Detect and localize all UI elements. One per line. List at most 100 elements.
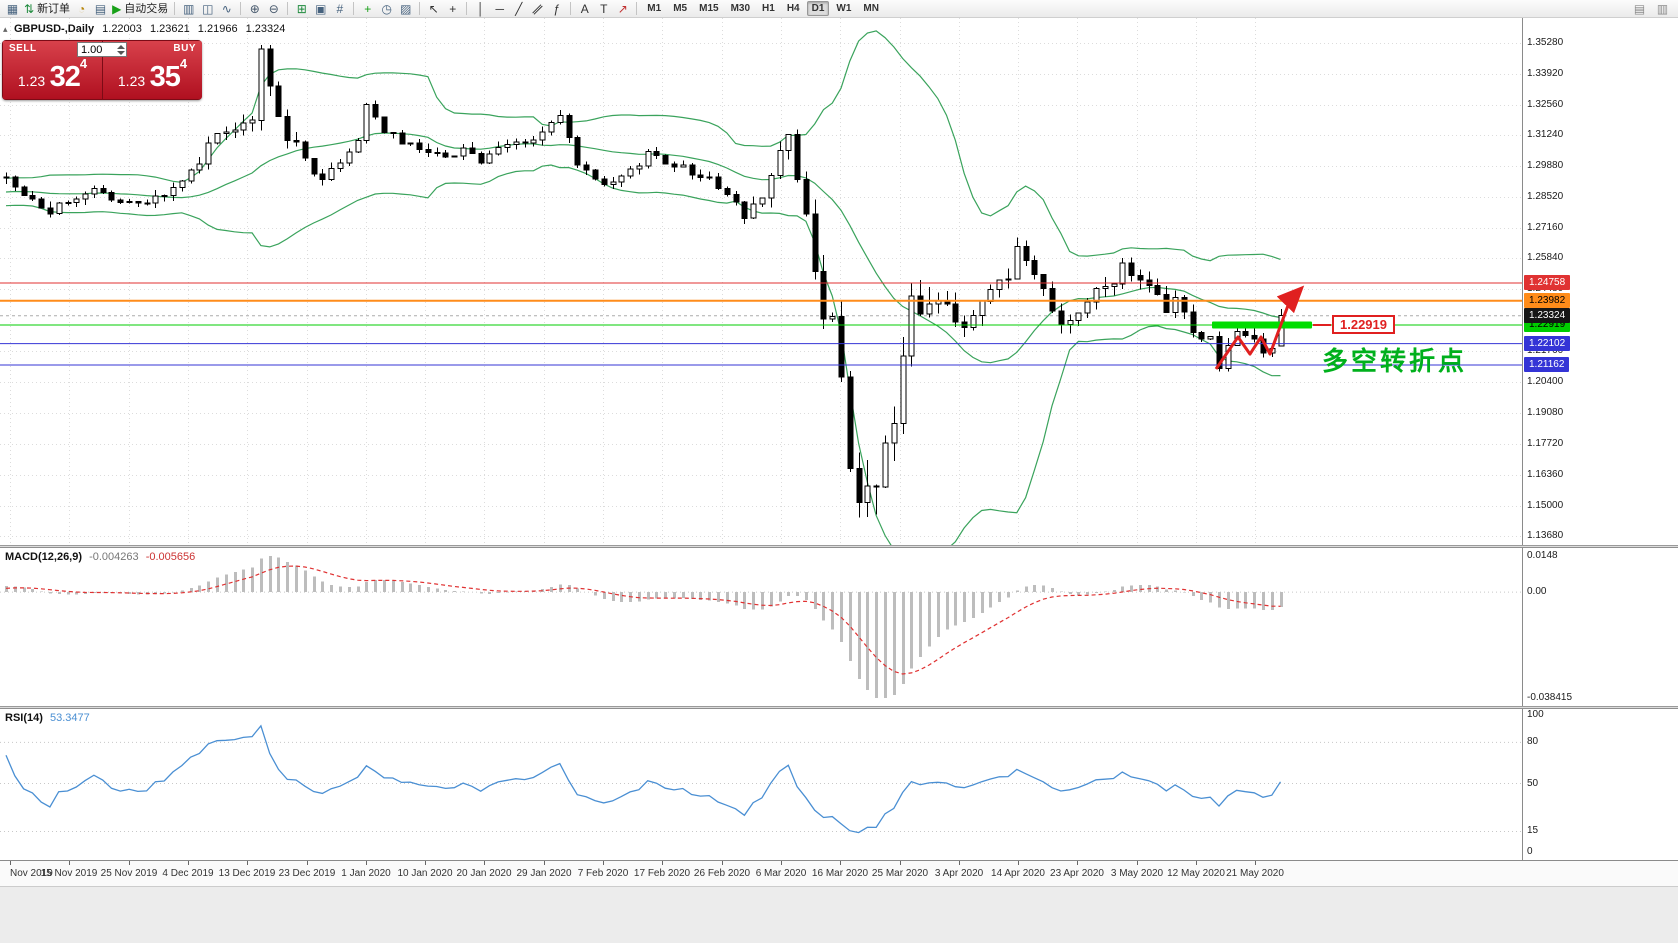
date-tick	[366, 861, 367, 865]
timeframe-button-M1[interactable]: M1	[647, 3, 662, 14]
date-tick	[840, 861, 841, 865]
date-label: 4 Dec 2019	[162, 868, 214, 879]
date-label: 7 Feb 2020	[577, 868, 629, 879]
highlight-bar[interactable]	[1212, 321, 1312, 329]
alerts-icon[interactable]: ◔	[72, 1, 91, 17]
fibonacci-icon[interactable]: ƒ	[547, 1, 566, 17]
autotrading-button[interactable]: ▶ 自动交易	[110, 1, 170, 17]
date-label: 12 May 2020	[1167, 868, 1225, 879]
vertical-line-icon: │	[477, 1, 485, 16]
toolbar-extra-1-icon[interactable]: ▤	[1630, 1, 1649, 17]
level-annotation-label[interactable]: 1.22919	[1332, 314, 1395, 334]
toolbar-separator	[570, 2, 572, 15]
tile-windows-icon[interactable]: ⊞	[292, 1, 311, 17]
volume-up-icon	[117, 44, 125, 49]
level-lines-layer[interactable]	[0, 282, 1522, 366]
price-grid-label: 1.29880	[1527, 160, 1564, 171]
date-label: 10 Jan 2020	[397, 868, 453, 879]
macd-label-row: MACD(12,26,9) -0.004263 -0.005656	[5, 551, 199, 563]
trend-arrow[interactable]	[1214, 285, 1305, 370]
text-label-icon[interactable]: T	[594, 1, 613, 17]
rsi-axis-label: 100	[1527, 709, 1544, 720]
date-tick	[1018, 861, 1019, 865]
auto-arrange-icon: ▣	[315, 1, 327, 16]
toolbar-separator	[174, 2, 176, 15]
timeframe-button-M15[interactable]: M15	[699, 3, 719, 14]
rsi-value: 53.3477	[49, 712, 90, 724]
volume-stepper[interactable]	[117, 44, 125, 56]
vertical-line-icon[interactable]: │	[471, 1, 490, 17]
timeframe-button-D1[interactable]: D1	[806, 1, 830, 16]
bollinger-upper-line	[5, 30, 1281, 262]
chart-window-icon[interactable]: ▦	[3, 1, 22, 17]
timeframe-button-MN[interactable]: MN	[863, 3, 879, 14]
text-label-icon: T	[600, 1, 608, 16]
indicators-icon[interactable]: +	[358, 1, 377, 17]
channel-icon: ∥	[530, 1, 545, 16]
zoom-in-icon: ⊕	[249, 1, 260, 16]
one-click-toggle-icon[interactable]: ▴	[3, 24, 8, 34]
buy-price: 1.23 354	[117, 56, 188, 93]
grid-layer	[0, 18, 1522, 545]
candlestick-chart-icon: ◫	[202, 1, 214, 16]
volume-input[interactable]	[78, 43, 114, 56]
price-level-box: 1.23982	[1524, 293, 1571, 308]
rsi-label: RSI(14)	[5, 712, 43, 724]
timeframe-button-H1[interactable]: H1	[762, 3, 775, 14]
ohlc-open: 1.22003	[102, 23, 142, 35]
turning-point-annotation[interactable]: 多空转折点	[1322, 345, 1468, 376]
templates-icon[interactable]: ▨	[396, 1, 415, 17]
line-chart-icon[interactable]: ∿	[217, 1, 236, 17]
grid-icon[interactable]: #	[330, 1, 349, 17]
date-tick	[307, 861, 308, 865]
market-watch-icon[interactable]: ▤	[91, 1, 110, 17]
arrows-icon[interactable]: ↗	[613, 1, 632, 17]
line-chart-icon: ∿	[221, 1, 232, 16]
bar-chart-icon: ▥	[183, 1, 195, 16]
sell-label: SELL	[9, 43, 37, 54]
panel-splitter[interactable]	[0, 545, 1678, 548]
cursor-icon[interactable]: ↖	[424, 1, 443, 17]
volume-down-icon	[117, 50, 125, 55]
macd-main-value: -0.004263	[89, 551, 139, 563]
toolbar-separator	[287, 2, 289, 15]
timeframe-button-M5[interactable]: M5	[673, 3, 688, 14]
auto-arrange-icon[interactable]: ▣	[311, 1, 330, 17]
new-order-button[interactable]: ⇅ 新订单	[22, 1, 72, 17]
new-order-icon: ⇅	[24, 1, 35, 16]
ohlc-low: 1.21966	[197, 23, 238, 35]
candlestick-chart-icon[interactable]: ◫	[198, 1, 217, 17]
periods-icon[interactable]: ◷	[377, 1, 396, 17]
date-tick	[484, 861, 485, 865]
date-label: 14 Apr 2020	[991, 868, 1045, 879]
rsi-axis-label: 50	[1527, 777, 1539, 789]
date-tick	[900, 861, 901, 865]
panel-splitter[interactable]	[0, 706, 1678, 709]
timeframe-button-H4[interactable]: H4	[786, 3, 800, 14]
main-chart-canvas[interactable]	[0, 18, 1522, 545]
timeframe-button-M30[interactable]: M30	[730, 3, 751, 14]
cursor-icon: ↖	[428, 1, 439, 16]
price-level-box: 1.24758	[1524, 275, 1571, 290]
bar-chart-icon[interactable]: ▥	[179, 1, 198, 17]
text-icon[interactable]: A	[575, 1, 594, 17]
trendline-icon[interactable]: ╱	[509, 1, 528, 17]
rsi-panel-canvas[interactable]	[0, 709, 1522, 858]
ohlc-high: 1.23621	[149, 23, 190, 35]
toolbar-separator	[466, 2, 468, 15]
zoom-in-icon[interactable]: ⊕	[245, 1, 264, 17]
macd-panel-canvas[interactable]	[0, 548, 1522, 706]
sell-price: 1.23 324	[17, 56, 88, 93]
crosshair-icon[interactable]: +	[443, 1, 462, 17]
toolbar-extra-2-icon[interactable]: ▥	[1653, 1, 1672, 17]
date-label: 13 Dec 2019	[218, 868, 276, 879]
horizontal-line-icon[interactable]: ─	[490, 1, 509, 17]
channel-icon[interactable]: ∥	[528, 1, 547, 17]
zoom-out-icon[interactable]: ⊖	[264, 1, 283, 17]
timeframe-button-W1[interactable]: W1	[836, 3, 852, 14]
buy-button[interactable]: BUY 1.23 354	[103, 41, 202, 99]
horizontal-line-icon: ─	[495, 1, 505, 16]
price-grid-label: 1.27160	[1527, 222, 1564, 233]
date-label: 16 Mar 2020	[811, 868, 869, 879]
date-tick	[188, 861, 189, 865]
